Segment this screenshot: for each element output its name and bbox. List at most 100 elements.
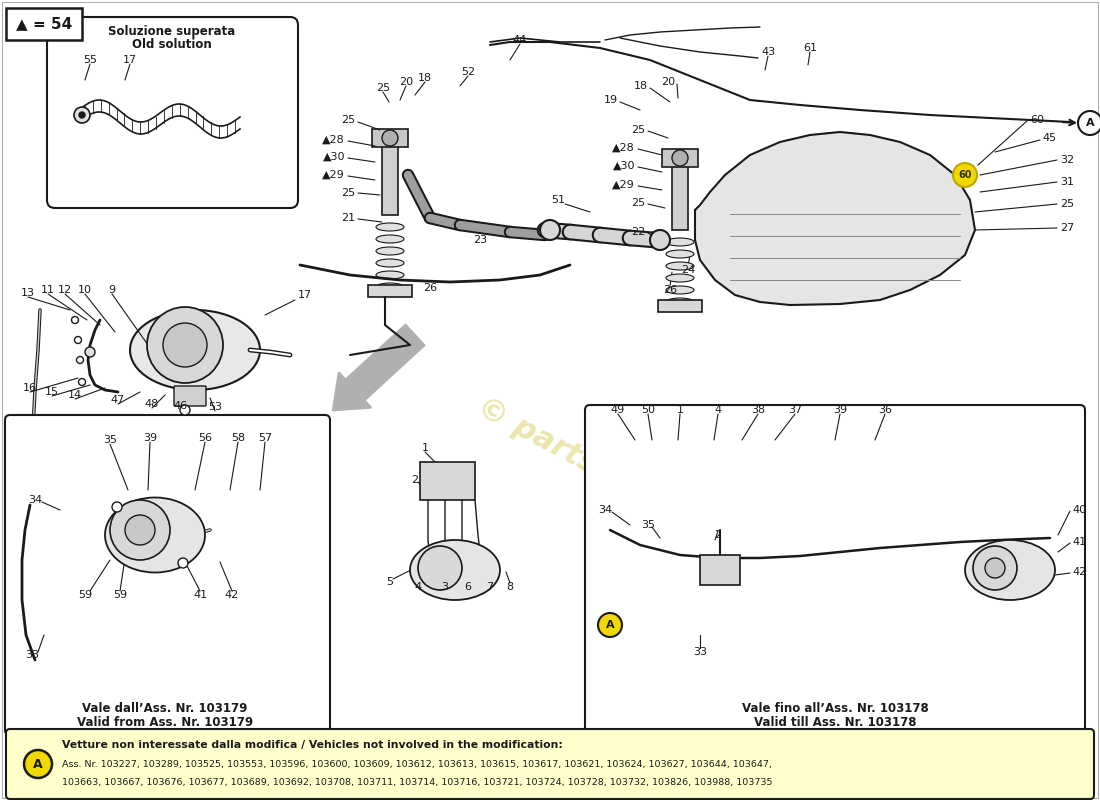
Text: 59: 59 <box>78 590 92 600</box>
Text: 27: 27 <box>1060 223 1075 233</box>
Text: 53: 53 <box>208 402 222 412</box>
Text: 58: 58 <box>231 433 245 443</box>
Bar <box>658 300 702 312</box>
Ellipse shape <box>666 298 694 306</box>
Text: 56: 56 <box>198 433 212 443</box>
Circle shape <box>85 347 95 357</box>
Ellipse shape <box>666 274 694 282</box>
Text: 6: 6 <box>464 582 472 592</box>
Text: 42: 42 <box>1072 567 1087 577</box>
Circle shape <box>125 515 155 545</box>
Text: 35: 35 <box>641 520 654 530</box>
Text: 47: 47 <box>111 395 125 405</box>
Ellipse shape <box>965 540 1055 600</box>
Text: 17: 17 <box>123 55 138 65</box>
Text: 1: 1 <box>676 405 683 415</box>
Text: 2: 2 <box>411 475 419 485</box>
Text: 39: 39 <box>833 405 847 415</box>
Text: 14: 14 <box>68 390 82 400</box>
Text: ▲28: ▲28 <box>613 143 635 153</box>
Bar <box>672 165 688 230</box>
Circle shape <box>672 150 688 166</box>
Text: 35: 35 <box>103 435 117 445</box>
Text: 5: 5 <box>873 503 926 577</box>
Ellipse shape <box>376 271 404 279</box>
Text: 19: 19 <box>604 95 618 105</box>
Text: A: A <box>606 620 614 630</box>
Ellipse shape <box>666 250 694 258</box>
Text: 40: 40 <box>1072 505 1086 515</box>
Text: 57: 57 <box>257 433 272 443</box>
Text: Soluzione superata: Soluzione superata <box>109 26 235 38</box>
Text: 1: 1 <box>421 443 429 453</box>
Text: 25: 25 <box>376 83 390 93</box>
Text: 18: 18 <box>418 73 432 83</box>
Circle shape <box>974 546 1018 590</box>
Ellipse shape <box>376 283 404 291</box>
Text: ▲30: ▲30 <box>613 161 635 171</box>
Text: 60: 60 <box>958 170 971 180</box>
Circle shape <box>650 230 670 250</box>
Text: 55: 55 <box>82 55 97 65</box>
Circle shape <box>75 337 81 343</box>
Circle shape <box>79 112 85 118</box>
Text: 41: 41 <box>1072 537 1086 547</box>
Text: A: A <box>1086 118 1094 128</box>
Text: 25: 25 <box>1060 199 1074 209</box>
Text: Old solution: Old solution <box>132 38 212 50</box>
Text: 5: 5 <box>386 577 394 587</box>
FancyBboxPatch shape <box>6 415 330 735</box>
Text: 32: 32 <box>1060 155 1074 165</box>
Ellipse shape <box>376 259 404 267</box>
Text: 21: 21 <box>341 213 355 223</box>
Circle shape <box>112 502 122 512</box>
Text: 48: 48 <box>145 399 160 409</box>
Text: 38: 38 <box>751 405 766 415</box>
Circle shape <box>72 317 78 323</box>
Text: Valid till Ass. Nr. 103178: Valid till Ass. Nr. 103178 <box>754 715 916 729</box>
Bar <box>372 129 408 147</box>
Text: 41: 41 <box>192 590 207 600</box>
FancyBboxPatch shape <box>174 386 206 406</box>
Text: 37: 37 <box>788 405 802 415</box>
Text: 22: 22 <box>630 227 645 237</box>
FancyBboxPatch shape <box>585 405 1085 735</box>
Text: 26: 26 <box>422 283 437 293</box>
Circle shape <box>418 546 462 590</box>
Bar <box>420 462 475 500</box>
Text: 15: 15 <box>45 387 59 397</box>
Ellipse shape <box>666 262 694 270</box>
Text: 10: 10 <box>78 285 92 295</box>
Text: Ass. Nr. 103227, 103289, 103525, 103553, 103596, 103600, 103609, 103612, 103613,: Ass. Nr. 103227, 103289, 103525, 103553,… <box>62 759 772 769</box>
Ellipse shape <box>376 235 404 243</box>
Circle shape <box>163 323 207 367</box>
FancyBboxPatch shape <box>47 17 298 208</box>
Text: ▲28: ▲28 <box>322 135 345 145</box>
Circle shape <box>180 405 190 415</box>
Text: ▲29: ▲29 <box>322 170 345 180</box>
Text: 46: 46 <box>173 401 187 411</box>
Text: 25: 25 <box>631 125 645 135</box>
Text: 60: 60 <box>1030 115 1044 125</box>
Bar <box>700 555 740 585</box>
Bar <box>662 149 698 167</box>
Text: 51: 51 <box>551 195 565 205</box>
Circle shape <box>178 558 188 568</box>
FancyArrow shape <box>333 325 425 410</box>
Circle shape <box>953 163 977 187</box>
Text: ▲30: ▲30 <box>322 152 345 162</box>
Text: Vetture non interessate dalla modifica / Vehicles not involved in the modificati: Vetture non interessate dalla modifica /… <box>62 740 563 750</box>
Circle shape <box>24 750 52 778</box>
Polygon shape <box>695 132 975 305</box>
Bar <box>382 145 398 215</box>
Text: 33: 33 <box>693 647 707 657</box>
Text: 25: 25 <box>631 198 645 208</box>
FancyBboxPatch shape <box>6 8 82 40</box>
Text: Valid from Ass. Nr. 103179: Valid from Ass. Nr. 103179 <box>77 715 253 729</box>
Text: 3: 3 <box>441 582 449 592</box>
Text: 20: 20 <box>399 77 414 87</box>
Ellipse shape <box>666 286 694 294</box>
Text: 36: 36 <box>878 405 892 415</box>
Text: 34: 34 <box>598 505 612 515</box>
Text: 61: 61 <box>803 43 817 53</box>
